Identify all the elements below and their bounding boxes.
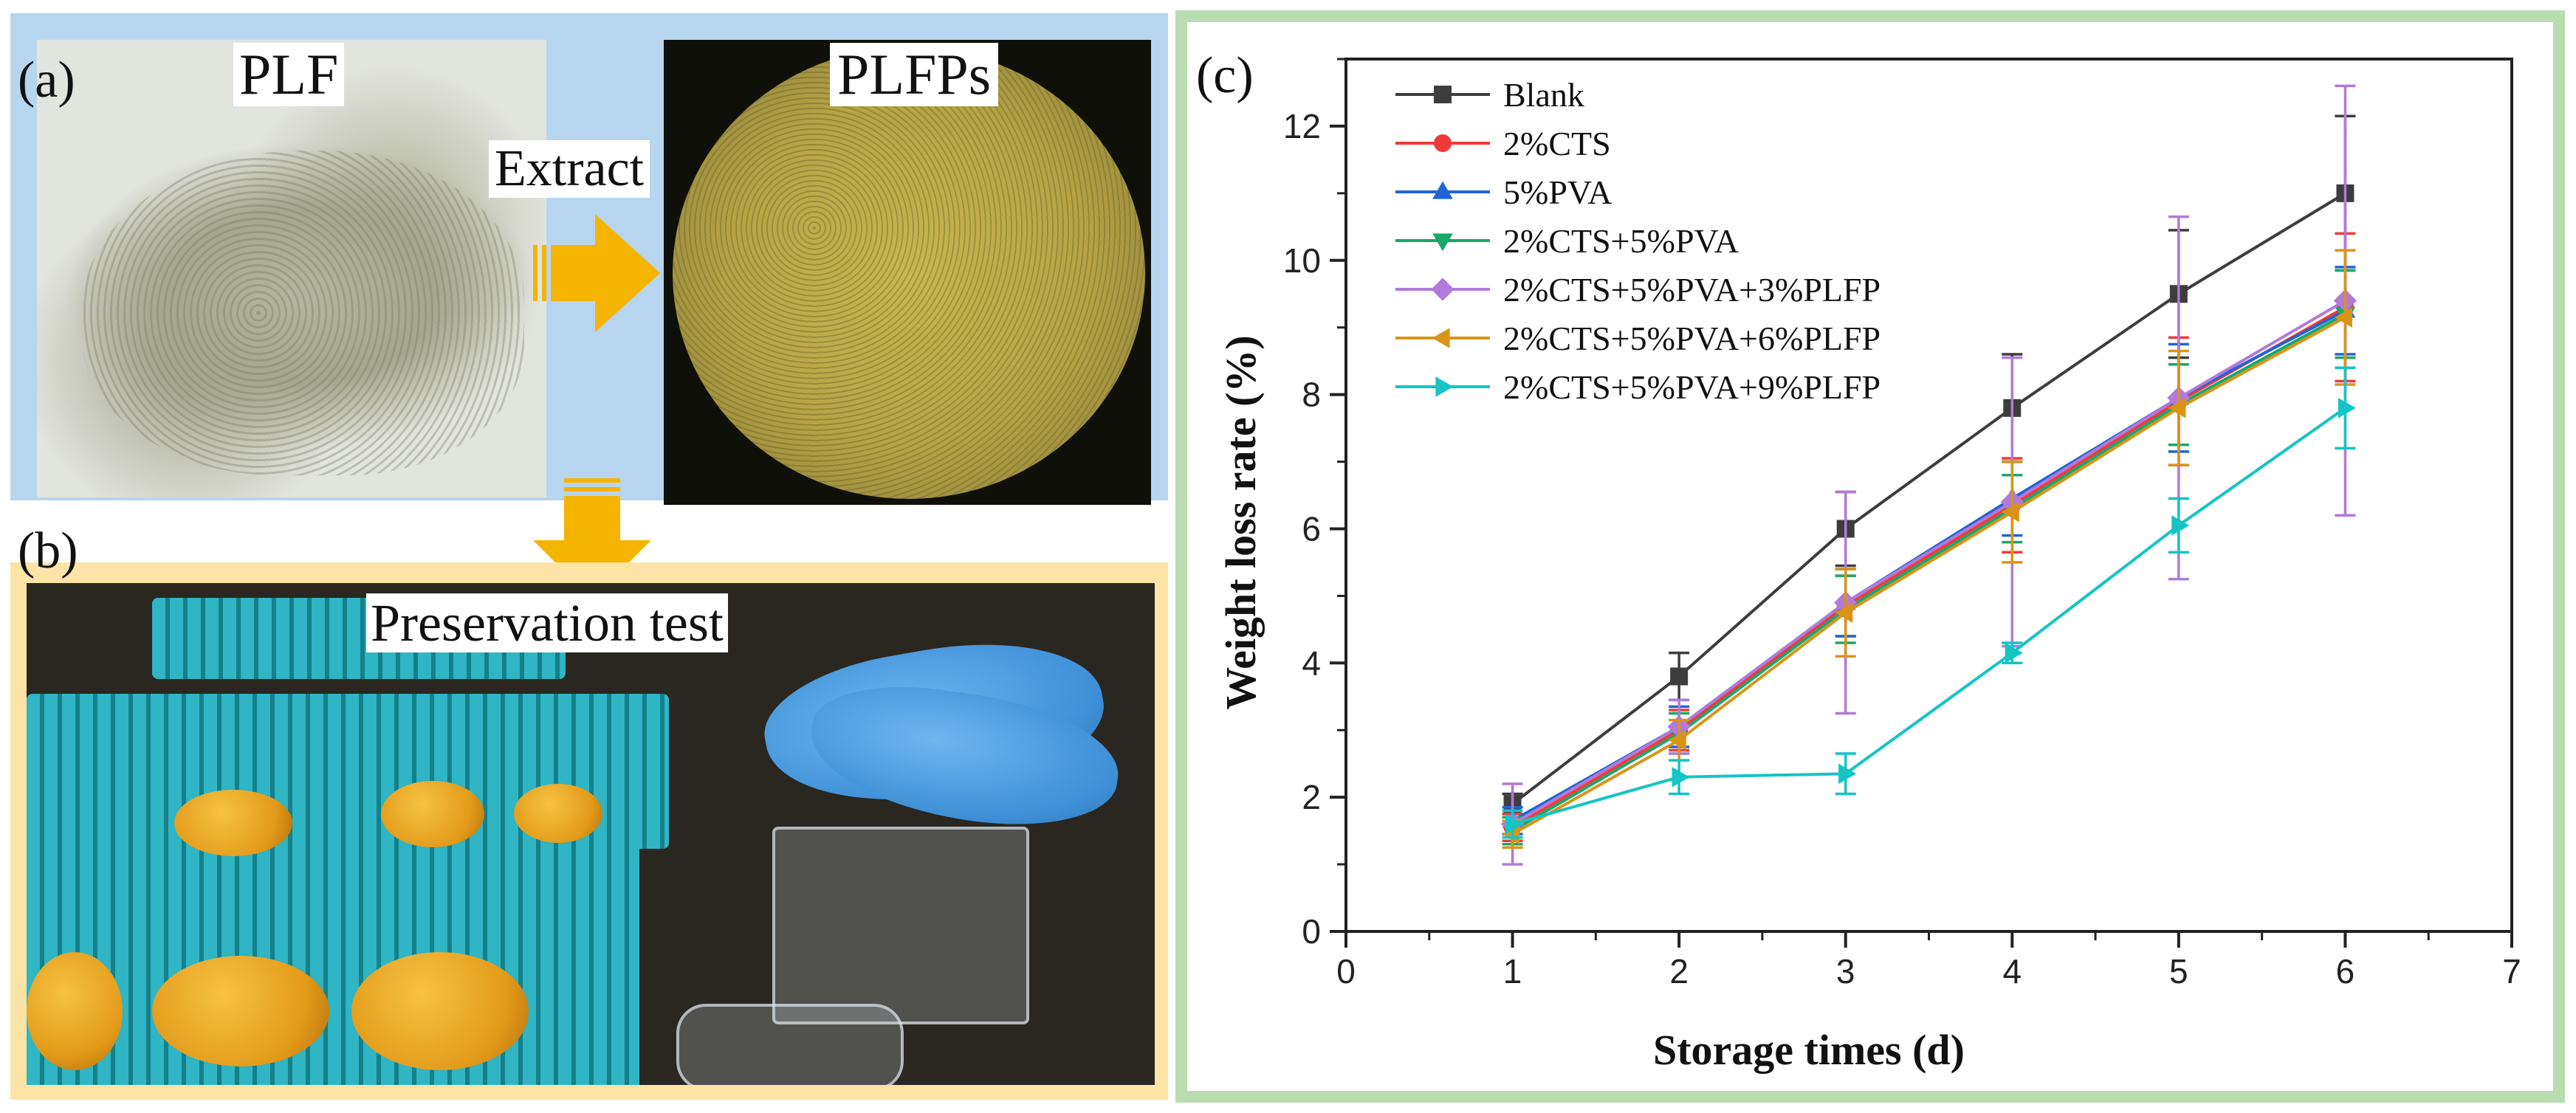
- panel-letter-c: (c): [1196, 47, 1254, 104]
- data-point: [2338, 398, 2356, 418]
- x-tick-label: 2: [1669, 952, 1689, 990]
- mango: [351, 952, 529, 1070]
- series-line: [1511, 299, 2346, 826]
- data-point: [1668, 730, 1686, 751]
- y-tick-label: 0: [1302, 912, 1321, 951]
- x-tick-label: 4: [2002, 952, 2022, 990]
- petri-dish: [673, 47, 1145, 499]
- y-tick-label: 6: [1302, 509, 1321, 548]
- data-point: [1505, 813, 1523, 835]
- x-tick-label: 5: [2169, 952, 2188, 990]
- data-point: [1432, 233, 1453, 252]
- y-tick-label: 8: [1302, 376, 1321, 414]
- y-axis-title: Weight loss rate (%): [1217, 335, 1265, 709]
- mango: [152, 956, 329, 1067]
- y-tick-label: 12: [1283, 107, 1321, 145]
- data-point: [1835, 602, 1853, 623]
- series-2-cts-5-pva-9-plfp: [1502, 366, 2356, 839]
- data-point: [1435, 376, 1454, 397]
- series-line: [1511, 306, 2346, 829]
- chart-series: [1500, 84, 2357, 866]
- series-line: [1511, 316, 2346, 835]
- series-line: [1511, 312, 2346, 833]
- data-point: [2335, 307, 2353, 328]
- legend-entry: 2%CTS+5%PVA: [1395, 222, 1739, 260]
- data-point: [1670, 667, 1689, 686]
- series-blank: [1502, 114, 2356, 816]
- x-tick-label: 0: [1336, 952, 1356, 990]
- data-point: [1432, 181, 1453, 199]
- panel-letter-a: (a): [18, 52, 75, 108]
- legend-entry: 2%CTS+5%PVA+9%PLFP: [1395, 368, 1881, 406]
- data-point: [1431, 278, 1454, 301]
- x-tick-label: 7: [2502, 952, 2521, 990]
- x-axis-title: Storage times (d): [1653, 1026, 1965, 1074]
- basket: [27, 834, 639, 1085]
- data-point: [2171, 515, 2190, 536]
- mango: [381, 781, 484, 847]
- chart-legend: Blank 2%CTS 5%PVA 2%CTS+5%PVA 2%CTS+5%PVA+3%…: [1395, 76, 1881, 406]
- plf-label: PLF: [233, 43, 345, 106]
- extract-label: Extract: [489, 140, 650, 198]
- legend-label: 2%CTS+5%PVA+9%PLFP: [1503, 368, 1881, 406]
- y-tick-label: 2: [1302, 778, 1321, 816]
- legend-label: 2%CTS+5%PVA+3%PLFP: [1503, 271, 1881, 309]
- extract-arrow-icon: [533, 214, 660, 332]
- y-tick-label: 4: [1302, 644, 1321, 682]
- x-tick-label: 6: [2336, 952, 2355, 990]
- mango: [514, 784, 602, 843]
- legend-label: 5%PVA: [1503, 173, 1612, 211]
- plastic-container: [772, 827, 1029, 1024]
- series-line: [1511, 192, 2346, 805]
- legend-entry: 2%CTS+5%PVA+3%PLFP: [1395, 271, 1881, 309]
- data-point: [1432, 328, 1450, 348]
- series-2-cts-5-pva-6-plfp: [1502, 249, 2356, 850]
- x-tick-label: 3: [1836, 952, 1855, 990]
- data-point: [1672, 767, 1690, 788]
- series-line: [1512, 407, 2346, 826]
- legend-label: 2%CTS: [1503, 125, 1611, 162]
- legend-entry: 2%CTS+5%PVA+6%PLFP: [1395, 320, 1881, 357]
- data-point: [1434, 86, 1452, 103]
- data-point: [1502, 824, 1520, 844]
- mango: [174, 790, 292, 856]
- panel-a: (a) PLF PLFPs Extract: [10, 13, 1168, 505]
- plfp-film-photo: [664, 40, 1151, 505]
- data-point: [1838, 763, 1857, 785]
- plfps-label: PLFPs: [830, 43, 999, 106]
- legend-entry: Blank: [1395, 76, 1584, 114]
- preservation-test-photo: [27, 583, 1155, 1085]
- legend-entry: 2%CTS: [1395, 125, 1611, 162]
- legend-entry: 5%PVA: [1395, 173, 1612, 211]
- plf-powder-photo: [37, 40, 546, 497]
- panel-letter-b: (b): [18, 523, 78, 579]
- y-tick-label: 10: [1283, 241, 1321, 280]
- data-point: [1434, 134, 1452, 152]
- legend-label: 2%CTS+5%PVA+6%PLFP: [1503, 320, 1881, 357]
- mango: [27, 952, 123, 1070]
- preservation-test-label: Preservation test: [366, 593, 728, 652]
- legend-label: 2%CTS+5%PVA: [1503, 222, 1739, 260]
- data-point: [2168, 398, 2186, 418]
- x-tick-label: 1: [1503, 952, 1522, 990]
- glass-beaker: [676, 1004, 904, 1085]
- series-2-cts-5-pva-3-plfp: [1500, 84, 2357, 866]
- legend-label: Blank: [1503, 76, 1584, 114]
- data-point: [2001, 501, 2019, 523]
- data-point: [2005, 642, 2023, 664]
